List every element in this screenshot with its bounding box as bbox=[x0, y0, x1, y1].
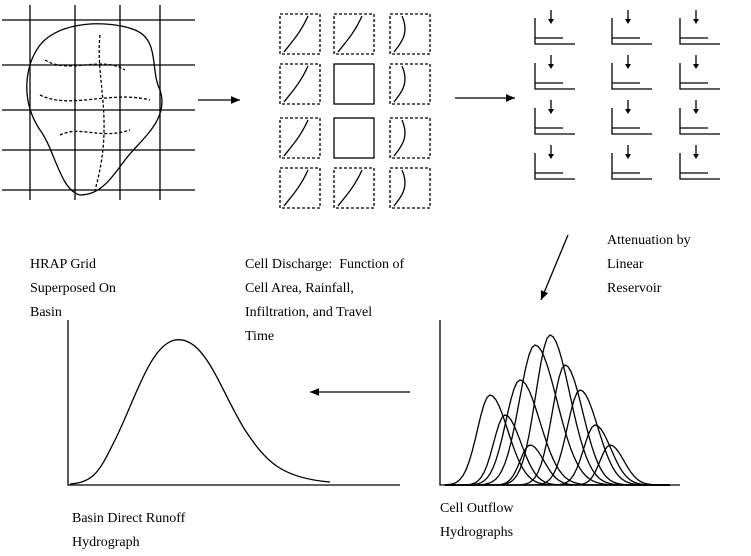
cell-outflow-hydrographs bbox=[439, 320, 680, 486]
cell bbox=[389, 117, 431, 159]
arrow-head bbox=[625, 154, 631, 159]
reservoir-grid bbox=[534, 10, 720, 180]
reservoir bbox=[679, 100, 720, 135]
arrow-head bbox=[625, 109, 631, 114]
label: Linear bbox=[607, 257, 644, 272]
reservoir bbox=[534, 145, 575, 180]
basin-subdivisions bbox=[39, 34, 151, 191]
reservoir bbox=[611, 100, 652, 135]
cell-boundary bbox=[283, 169, 309, 207]
cell-boundary bbox=[393, 169, 406, 207]
cell-boundary bbox=[393, 65, 406, 103]
label: Infiltration, and Travel bbox=[245, 305, 372, 320]
label: Cell Area, Rainfall, bbox=[245, 281, 354, 296]
cell-grid bbox=[279, 13, 431, 209]
arrow-head bbox=[693, 64, 699, 69]
reservoir bbox=[534, 55, 575, 90]
arrow-head bbox=[548, 19, 554, 24]
arrow-head bbox=[625, 19, 631, 24]
reservoir bbox=[679, 10, 720, 45]
reservoir bbox=[534, 100, 575, 135]
cell-boundary bbox=[283, 15, 309, 53]
label: Basin bbox=[30, 305, 62, 320]
reservoir bbox=[679, 145, 720, 180]
cell bbox=[333, 13, 375, 55]
arrow-head bbox=[625, 64, 631, 69]
label: Attenuation by bbox=[607, 233, 691, 248]
cell-boundary bbox=[283, 119, 309, 157]
arrow-head bbox=[548, 154, 554, 159]
cell-boundary bbox=[337, 169, 363, 207]
arrow-head bbox=[693, 109, 699, 114]
label: Time bbox=[245, 329, 274, 344]
cell bbox=[279, 117, 321, 159]
outflow-curve bbox=[445, 424, 670, 486]
label: Basin Direct Runoff bbox=[72, 511, 186, 526]
arrow-head bbox=[548, 109, 554, 114]
arrow-head bbox=[693, 154, 699, 159]
outflow-curve bbox=[445, 444, 670, 486]
reservoir bbox=[534, 10, 575, 45]
cell bbox=[279, 63, 321, 105]
label: Cell Discharge: Function of bbox=[245, 257, 404, 272]
basin-outline bbox=[26, 23, 163, 196]
cell-boundary bbox=[337, 15, 363, 53]
label: Cell Outflow bbox=[440, 501, 514, 516]
cell-boundary bbox=[393, 15, 406, 53]
axes bbox=[439, 320, 680, 486]
cell bbox=[279, 13, 321, 55]
cell-boundary bbox=[283, 65, 309, 103]
arrow-head bbox=[548, 64, 554, 69]
arrow bbox=[540, 234, 569, 301]
cell bbox=[333, 167, 375, 209]
label: Hydrograph bbox=[72, 535, 140, 550]
cell bbox=[389, 167, 431, 209]
cell bbox=[389, 63, 431, 105]
reservoir bbox=[611, 10, 652, 45]
cell bbox=[333, 117, 375, 159]
cell bbox=[279, 167, 321, 209]
hydrograph-curve bbox=[69, 339, 331, 485]
reservoir bbox=[611, 145, 652, 180]
cell-boundary bbox=[393, 119, 406, 157]
cell bbox=[333, 63, 375, 105]
outflow-curve bbox=[444, 394, 670, 486]
reservoir bbox=[679, 55, 720, 90]
label: Hydrographs bbox=[440, 525, 513, 540]
cell bbox=[389, 13, 431, 55]
arrow-head bbox=[693, 19, 699, 24]
outflow-curve bbox=[445, 334, 670, 486]
axes bbox=[67, 320, 400, 486]
label: HRAP Grid bbox=[30, 257, 96, 272]
hrap-grid bbox=[2, 5, 195, 200]
outflow-curve bbox=[445, 379, 670, 486]
reservoir bbox=[611, 55, 652, 90]
label: Reservoir bbox=[607, 281, 662, 296]
label: Superposed On bbox=[30, 281, 116, 296]
basin-hydrograph bbox=[67, 320, 400, 486]
